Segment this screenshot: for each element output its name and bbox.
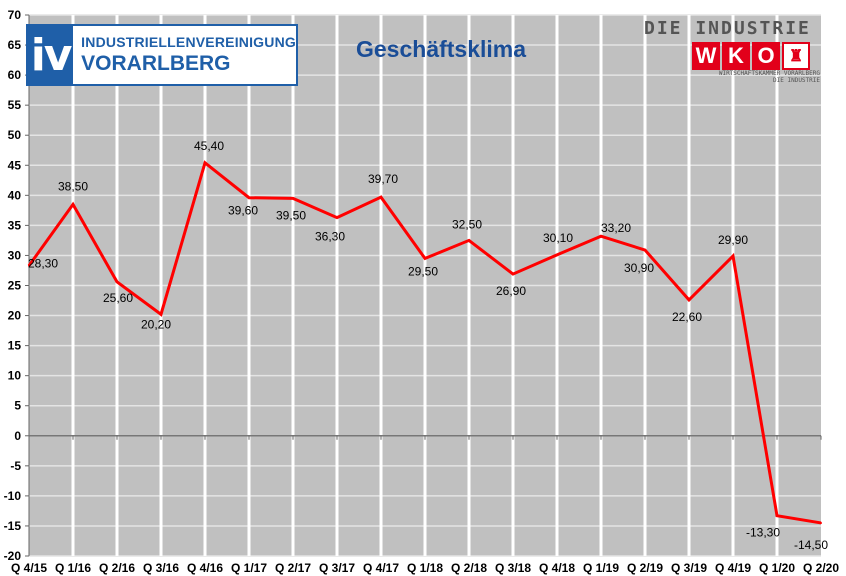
y-tick-label: 50 <box>8 128 22 142</box>
x-tick-label: Q 2/19 <box>627 561 663 575</box>
data-label: 33,20 <box>601 221 631 235</box>
data-point <box>600 235 602 238</box>
data-label: 39,60 <box>228 204 258 218</box>
x-tick-label: Q 3/16 <box>143 561 179 575</box>
y-tick-label: 5 <box>14 399 21 413</box>
data-point <box>512 273 514 276</box>
x-tick-label: Q 3/18 <box>495 561 531 575</box>
data-point <box>776 514 778 517</box>
wko-logo: DIE INDUSTRIE W K O ♜ WIRTSCHAFTSKAMMER … <box>644 18 820 84</box>
y-tick-label: 55 <box>8 98 22 112</box>
data-point <box>336 216 338 219</box>
y-tick-label: -20 <box>4 549 22 563</box>
data-point <box>556 253 558 256</box>
data-label: 39,50 <box>276 208 306 222</box>
x-tick-label: Q 2/18 <box>451 561 487 575</box>
data-point <box>644 249 646 252</box>
y-tick-label: 25 <box>8 279 22 293</box>
x-tick-label: Q 1/20 <box>759 561 795 575</box>
data-label: 22,60 <box>672 310 702 324</box>
data-label: 32,50 <box>452 217 482 231</box>
y-tick-label: 0 <box>14 429 21 443</box>
iv-logo: iv INDUSTRIELLENVEREINIGUNG VORARLBERG <box>26 24 298 86</box>
y-tick-label: 15 <box>8 339 22 353</box>
x-tick-label: Q 3/19 <box>671 561 707 575</box>
data-label: 39,70 <box>368 172 398 186</box>
data-point <box>820 521 822 524</box>
x-tick-label: Q 3/17 <box>319 561 355 575</box>
wko-logo-top: DIE INDUSTRIE <box>644 18 811 39</box>
data-point <box>292 197 294 200</box>
data-point <box>160 313 162 316</box>
iv-logo-line1: INDUSTRIELLENVEREINIGUNG <box>81 34 296 50</box>
data-point <box>688 298 690 301</box>
wko-letter: W <box>692 42 720 70</box>
chart-title: Geschäftsklima <box>356 36 527 62</box>
data-label: 28,30 <box>28 257 58 271</box>
y-tick-label: 65 <box>8 38 22 52</box>
data-label: -13,30 <box>746 526 780 540</box>
x-tick-label: Q 4/18 <box>539 561 575 575</box>
x-tick-label: Q 1/16 <box>55 561 91 575</box>
data-point <box>732 255 734 258</box>
x-tick-label: Q 1/18 <box>407 561 443 575</box>
data-label: 20,20 <box>141 317 171 331</box>
y-tick-label: 60 <box>8 68 22 82</box>
y-tick-label: 35 <box>8 218 22 232</box>
data-point <box>380 196 382 199</box>
x-tick-label: Q 4/17 <box>363 561 399 575</box>
y-tick-label: 70 <box>8 8 22 22</box>
data-label: 29,90 <box>718 233 748 247</box>
y-tick-label: 40 <box>8 188 22 202</box>
iv-logo-mark: iv <box>28 26 74 84</box>
data-label: 29,50 <box>408 264 438 278</box>
y-tick-label: 20 <box>8 309 22 323</box>
x-tick-label: Q 2/16 <box>99 561 135 575</box>
x-tick-label: Q 1/19 <box>583 561 619 575</box>
data-label: 26,90 <box>496 284 526 298</box>
data-point <box>72 203 74 206</box>
x-tick-label: Q 4/15 <box>11 561 47 575</box>
y-tick-label: -10 <box>4 489 22 503</box>
wko-letter: O <box>752 42 780 70</box>
x-tick-label: Q 2/17 <box>275 561 311 575</box>
wko-logo-sub1: WIRTSCHAFTSKAMMER VORARLBERG <box>718 70 820 77</box>
iv-logo-line2: VORARLBERG <box>81 52 231 75</box>
data-point <box>468 239 470 242</box>
data-point <box>116 280 118 283</box>
wko-logo-sub2: DIE INDUSTRIE <box>773 77 820 84</box>
data-point <box>204 161 206 164</box>
data-point <box>424 257 426 260</box>
data-label: 30,10 <box>543 231 573 245</box>
y-tick-label: -5 <box>10 459 21 473</box>
data-point <box>248 196 250 199</box>
x-tick-label: Q 4/19 <box>715 561 751 575</box>
data-label: -14,50 <box>794 538 828 552</box>
wko-letter: K <box>722 42 750 70</box>
data-label: 36,30 <box>315 230 345 244</box>
data-label: 38,50 <box>58 179 88 193</box>
data-point <box>28 264 30 267</box>
y-tick-label: -15 <box>4 519 22 533</box>
x-tick-label: Q 4/16 <box>187 561 223 575</box>
y-tick-label: 10 <box>8 369 22 383</box>
x-tick-label: Q 1/17 <box>231 561 267 575</box>
data-label: 30,90 <box>624 261 654 275</box>
y-tick-label: 45 <box>8 158 22 172</box>
y-tick-label: 30 <box>8 248 22 262</box>
x-tick-label: Q 2/20 <box>803 561 839 575</box>
data-label: 45,40 <box>194 139 224 153</box>
data-label: 25,60 <box>103 291 133 305</box>
vorarlberg-crest-icon: ♜ <box>782 42 810 70</box>
